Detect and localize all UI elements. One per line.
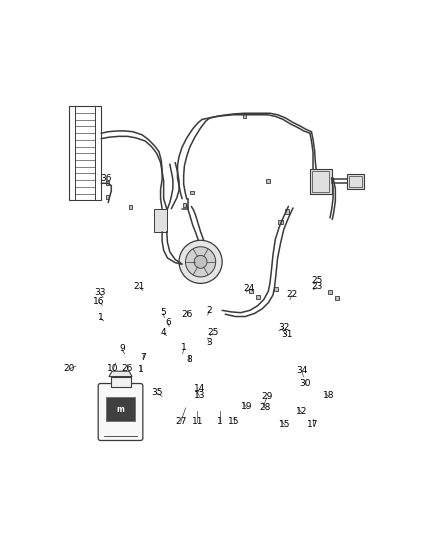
Text: 22: 22 — [286, 290, 297, 299]
Bar — [106, 195, 110, 199]
Text: 1: 1 — [217, 416, 223, 425]
Bar — [274, 287, 278, 290]
Text: 14: 14 — [194, 384, 205, 393]
Text: 30: 30 — [300, 379, 311, 388]
Circle shape — [179, 240, 222, 284]
Bar — [155, 209, 167, 232]
Bar — [110, 377, 131, 387]
Text: 11: 11 — [192, 416, 203, 425]
Circle shape — [186, 247, 215, 277]
Text: 10: 10 — [107, 364, 119, 373]
Text: 18: 18 — [323, 391, 334, 400]
Bar — [243, 115, 247, 118]
Text: 2: 2 — [206, 306, 212, 314]
Text: 28: 28 — [259, 402, 271, 411]
Text: 33: 33 — [94, 288, 106, 297]
Text: 26: 26 — [121, 364, 132, 373]
Bar — [183, 203, 186, 207]
Text: 20: 20 — [63, 364, 74, 373]
Bar — [347, 174, 364, 189]
Text: 9: 9 — [119, 344, 125, 353]
Text: 1: 1 — [98, 313, 103, 322]
Text: 27: 27 — [175, 416, 186, 425]
Bar — [335, 296, 339, 300]
Text: 15: 15 — [228, 416, 239, 425]
Text: 1: 1 — [181, 343, 187, 352]
Text: 12: 12 — [297, 408, 308, 416]
Bar — [250, 289, 253, 293]
Bar — [285, 209, 289, 214]
Bar — [190, 191, 194, 195]
Text: 13: 13 — [194, 391, 205, 400]
Circle shape — [194, 255, 207, 268]
Text: 31: 31 — [281, 330, 293, 340]
Bar — [310, 168, 332, 194]
Text: 17: 17 — [307, 420, 318, 429]
Text: 16: 16 — [93, 297, 105, 306]
Text: 21: 21 — [134, 282, 145, 291]
Text: 5: 5 — [160, 308, 166, 317]
Text: 35: 35 — [151, 388, 163, 397]
Text: 3: 3 — [206, 338, 212, 347]
Bar — [129, 205, 132, 209]
Text: 1: 1 — [138, 365, 144, 374]
Bar — [349, 176, 361, 187]
Text: 29: 29 — [261, 392, 273, 401]
Text: 7: 7 — [140, 353, 146, 362]
Text: 34: 34 — [297, 367, 308, 375]
Bar — [266, 179, 269, 183]
Text: 26: 26 — [182, 310, 193, 319]
Text: 6: 6 — [165, 318, 171, 327]
Polygon shape — [109, 371, 132, 377]
Bar — [279, 220, 283, 224]
Text: 15: 15 — [279, 420, 291, 429]
Text: 23: 23 — [311, 282, 323, 291]
Text: m: m — [117, 405, 124, 414]
Bar — [107, 398, 134, 420]
Text: 4: 4 — [161, 328, 166, 337]
Bar — [69, 106, 101, 200]
Text: 24: 24 — [243, 285, 254, 293]
Bar — [328, 290, 332, 294]
FancyBboxPatch shape — [98, 384, 143, 440]
Text: 19: 19 — [241, 402, 252, 411]
Bar — [106, 398, 135, 421]
Bar — [312, 171, 329, 192]
Text: 36: 36 — [100, 174, 112, 183]
Bar — [106, 181, 110, 185]
Text: 25: 25 — [311, 276, 323, 285]
Text: 25: 25 — [207, 328, 219, 337]
Text: 8: 8 — [187, 355, 192, 364]
Bar — [256, 295, 259, 299]
Text: 32: 32 — [278, 323, 289, 332]
